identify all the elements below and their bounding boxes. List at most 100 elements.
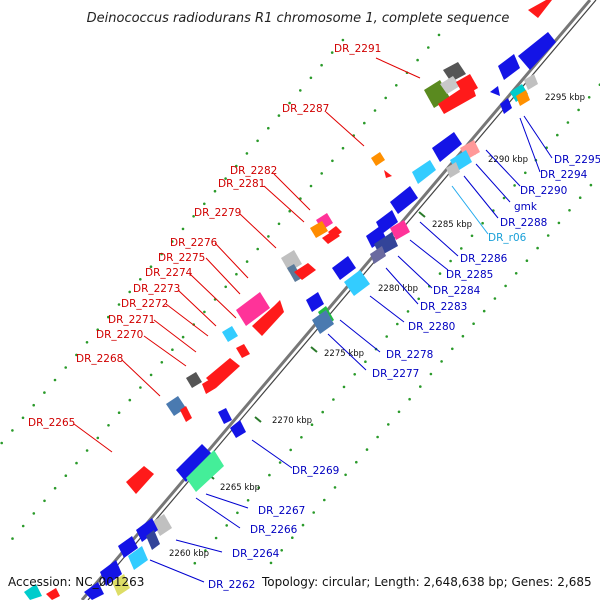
track-dot [449,259,452,263]
gene-block[interactable] [112,574,130,596]
gene-label[interactable]: DR_2276 [170,237,218,249]
gene-arrow[interactable] [528,0,552,18]
gene-label[interactable]: DR_2272 [121,298,168,310]
gene-label[interactable]: DR_r06 [488,232,527,244]
gene-block[interactable] [24,584,42,600]
track-dot [214,536,218,540]
gene-label[interactable]: DR_2273 [133,283,180,295]
gene-label[interactable]: DR_2294 [540,169,588,181]
gene-block[interactable] [390,220,410,240]
gene-label[interactable]: DR_2288 [500,217,547,229]
track-dot [451,347,454,351]
gene-label[interactable]: DR_2281 [218,178,265,190]
gene-arrow[interactable] [306,292,324,312]
gene-arrow[interactable] [328,226,342,238]
gene-block[interactable] [370,246,386,264]
gene-block[interactable] [146,530,160,550]
gene-arrow[interactable] [252,300,284,336]
gene-label[interactable]: DR_2285 [446,269,493,281]
gene-block[interactable] [236,292,270,326]
track-dot [0,441,3,445]
gene-block[interactable] [371,152,385,166]
gene-block[interactable] [440,76,460,94]
gene-block[interactable] [186,450,224,492]
gene-block[interactable] [222,326,238,342]
gene-arrow[interactable] [412,160,436,184]
gene-label[interactable]: DR_2262 [208,579,255,591]
gene-block[interactable] [46,588,60,600]
gene-label[interactable]: DR_2291 [334,43,381,55]
track-dot [75,353,78,357]
gene-block[interactable] [344,270,370,296]
gene-label[interactable]: DR_2265 [28,417,75,429]
gene-arrow[interactable] [100,560,122,586]
gene-arrow[interactable] [490,86,500,96]
gene-arrow[interactable] [218,408,232,424]
gene-arrow[interactable] [376,210,398,234]
kbp-label: 2285 kbp [432,220,472,230]
gene-block[interactable] [456,74,478,96]
track-dot [513,184,516,187]
gene-block[interactable] [186,372,202,388]
track-dot [203,202,206,206]
kbp-tick [254,416,262,423]
gene-label[interactable]: DR_2290 [520,185,567,197]
gene-block[interactable] [312,310,334,334]
gene-label[interactable]: DR_2287 [282,103,329,115]
track-dot [481,221,484,225]
gene-label[interactable]: DR_2269 [292,465,339,477]
gene-label[interactable]: DR_2264 [232,548,280,560]
gene-block[interactable] [287,264,302,282]
gene-block[interactable] [128,546,148,570]
track-dot [224,285,227,289]
gene-label[interactable]: DR_2270 [96,329,143,341]
gene-label[interactable]: DR_2271 [108,314,155,326]
gene-label[interactable]: DR_2279 [194,207,241,219]
gene-block[interactable] [510,84,528,102]
gene-label[interactable]: DR_2286 [460,253,508,265]
gene-block[interactable] [500,98,512,114]
track-dot [557,221,561,225]
gene-block[interactable] [446,162,460,178]
gene-arrow[interactable] [390,186,418,214]
gene-block[interactable] [516,90,530,106]
gene-block[interactable] [202,378,216,394]
gene-label[interactable]: DR_2275 [158,252,205,264]
gene-label[interactable]: DR_2278 [386,349,433,361]
gene-label[interactable]: DR_2280 [408,321,455,333]
gene-arrow[interactable] [118,536,138,558]
gene-label[interactable]: DR_2274 [145,267,193,279]
gene-label[interactable]: DR_2282 [230,165,277,177]
gene-block[interactable] [310,221,328,238]
gene-block[interactable] [443,62,466,82]
gene-block[interactable] [230,420,246,438]
gene-label[interactable]: DR_2277 [372,368,419,380]
gene-label[interactable]: DR_2295 [554,154,600,166]
gene-arrow[interactable] [332,256,356,280]
gene-arrow[interactable] [176,444,212,482]
gene-label[interactable]: DR_2267 [258,505,305,517]
gene-arrow[interactable] [366,226,386,248]
gene-arrow[interactable] [206,358,240,388]
gene-arrow[interactable] [432,132,462,162]
gene-label[interactable]: gmk [514,201,538,213]
track-dot [192,215,195,218]
gene-label[interactable]: DR_2268 [76,353,123,365]
gene-arrow[interactable] [294,263,316,280]
gene-label[interactable]: DR_2283 [420,301,467,313]
gene-block[interactable] [236,344,250,358]
track-dot [267,235,270,238]
gene-block[interactable] [281,250,302,272]
gene-arrow[interactable] [84,582,104,600]
gene-arrow[interactable] [126,466,154,494]
gene-label[interactable]: DR_2266 [250,524,298,536]
gene-arrow[interactable] [136,518,158,542]
track-dot [578,196,582,199]
gene-arrow[interactable] [518,32,556,70]
track-dot [438,272,442,275]
gene-arrow[interactable] [498,54,520,80]
gene-block[interactable] [524,74,538,90]
gene-block[interactable] [180,406,192,422]
gene-label[interactable]: DR_2284 [433,285,481,297]
gene-arrow[interactable] [384,170,392,178]
